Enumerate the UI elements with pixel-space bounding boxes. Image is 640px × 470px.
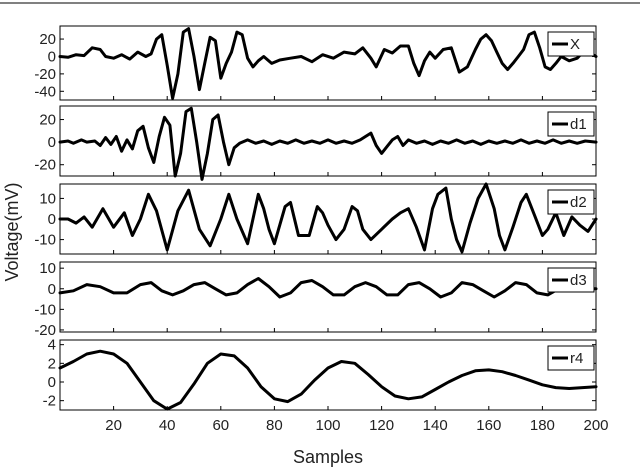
y-tick-label: 20 <box>39 112 56 129</box>
legend-r4: r4 <box>547 345 595 371</box>
y-tick-label: -2 <box>43 393 56 410</box>
x-tick-label: 40 <box>159 417 176 434</box>
y-tick-label: -10 <box>34 232 56 249</box>
x-tick-label: 140 <box>423 417 448 434</box>
legend-label: d1 <box>570 116 587 133</box>
legend-label: d2 <box>570 194 587 211</box>
y-tick-label: 0 <box>48 281 56 298</box>
panel-frame <box>59 261 597 333</box>
series-line-d3 <box>58 277 598 299</box>
y-tick-label: 0 <box>48 48 56 65</box>
legend-X: X <box>547 31 595 57</box>
series-line-d1 <box>58 106 598 181</box>
series-line-d2 <box>58 182 598 254</box>
panel-d2: 10 0 -10 d2 <box>34 182 598 255</box>
x-tick-label: 160 <box>476 417 501 434</box>
legend-label: r4 <box>570 350 583 367</box>
series-line-X <box>58 27 598 100</box>
x-tick-label: 120 <box>369 417 394 434</box>
y-tick-label: 0 <box>48 374 56 391</box>
y-tick-label: 4 <box>48 337 56 354</box>
panel-frame <box>59 25 597 101</box>
panel-r4: 42 0 -2 r4 <box>43 337 598 411</box>
legend-label: d3 <box>570 272 587 289</box>
panel-d1: 20 0 -20 d1 <box>34 105 598 181</box>
legend-d2: d2 <box>547 189 595 215</box>
y-axis-label: Voltage(mV) <box>2 182 22 281</box>
panel-d3: 10 0 -10 -20 d3 <box>34 260 598 339</box>
y-tick-label: -20 <box>34 66 56 83</box>
legend-d1: d1 <box>547 111 595 137</box>
x-tick-label: 60 <box>212 417 229 434</box>
y-tick-label: -20 <box>34 322 56 339</box>
y-tick-label: 20 <box>39 31 56 48</box>
x-axis-label: Samples <box>293 447 363 467</box>
y-tick-label: 10 <box>39 260 56 277</box>
y-tick-label: 0 <box>48 134 56 151</box>
x-tick-label: 20 <box>105 417 122 434</box>
legend-box <box>547 31 595 57</box>
x-tick-label: 80 <box>266 417 283 434</box>
legend-label: X <box>570 36 580 53</box>
x-axis: 20 40 60 80 100 120 140 160 180 200 <box>105 417 608 434</box>
panels-group: 200-20-40X200-20d1100-10d2100-10-20d3420… <box>34 25 598 411</box>
y-tick-label: -40 <box>34 83 56 100</box>
legend-d3: d3 <box>547 267 595 293</box>
panel-X: 200-20-40 X <box>34 25 598 101</box>
series-line-r4 <box>58 349 598 411</box>
y-tick-label: 0 <box>48 211 56 228</box>
x-tick-label: 200 <box>583 417 608 434</box>
x-tick-label: 100 <box>315 417 340 434</box>
y-tick-label: -20 <box>34 157 56 174</box>
x-tick-label: 180 <box>530 417 555 434</box>
y-tick-label: 2 <box>48 355 56 372</box>
y-tick-label: 10 <box>39 190 56 207</box>
y-tick-label: -10 <box>34 301 56 318</box>
